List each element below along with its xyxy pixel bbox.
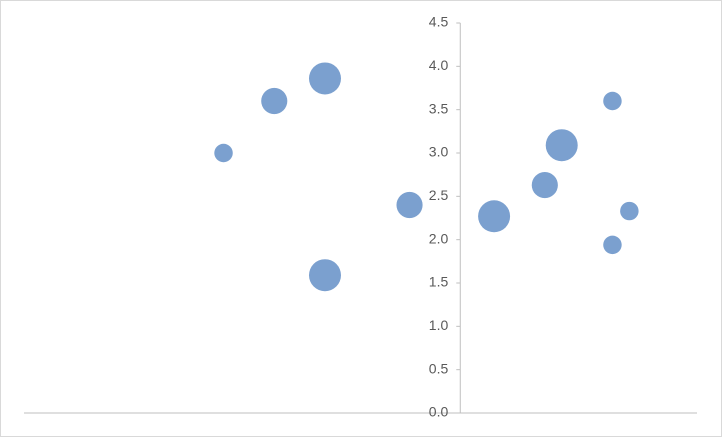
bubble [620, 201, 639, 221]
y-tick-label: 2.0 [429, 230, 449, 246]
y-tick-label: 0.0 [429, 404, 449, 420]
bubble [308, 259, 341, 292]
bubble [214, 143, 233, 163]
bubble [603, 235, 622, 255]
y-tick-label: 3.0 [429, 144, 449, 160]
y-tick-label: 2.5 [429, 187, 449, 203]
y-tick-label: 4.0 [429, 57, 449, 73]
y-tick-label: 3.5 [429, 100, 449, 116]
y-tick-label: 0.5 [429, 360, 449, 376]
y-tick-label: 4.5 [429, 14, 449, 30]
y-tick-label: 1.0 [429, 317, 449, 333]
bubble [603, 91, 622, 111]
bubble [261, 87, 288, 115]
bubble [308, 62, 341, 95]
bubble [396, 191, 423, 219]
bubble [545, 129, 578, 162]
bubble [478, 200, 511, 233]
y-tick-label: 1.5 [429, 274, 449, 290]
bubble [531, 172, 558, 199]
